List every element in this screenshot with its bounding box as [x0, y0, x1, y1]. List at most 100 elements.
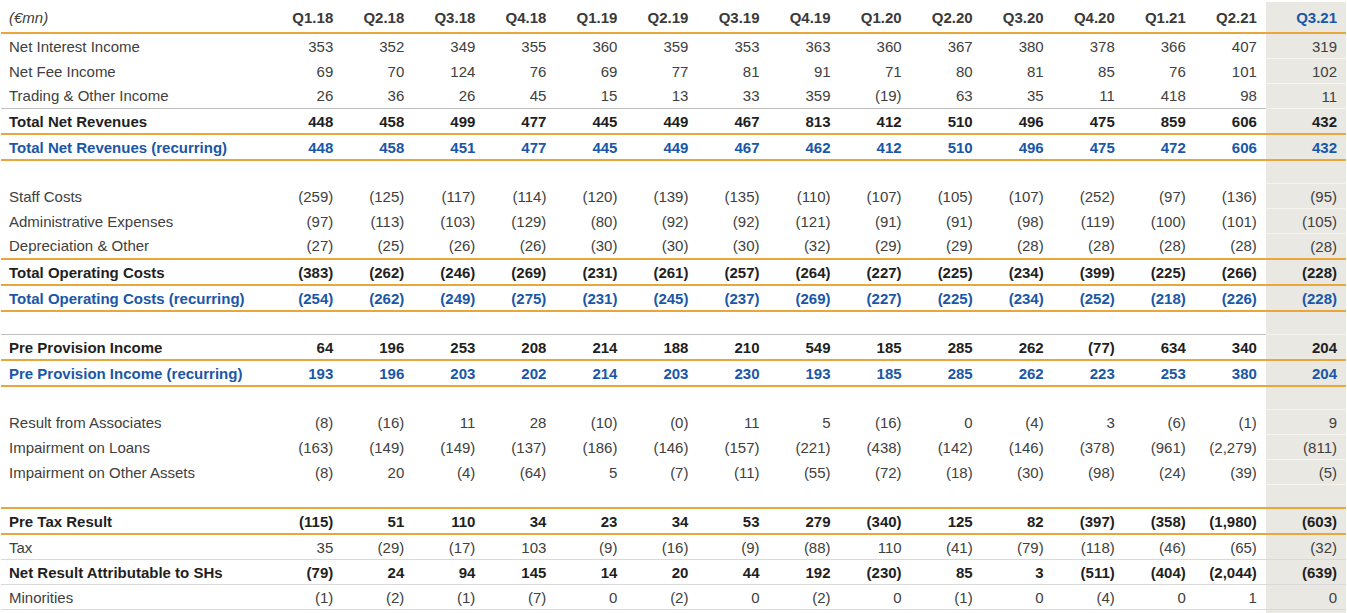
cell: (221) — [769, 435, 840, 460]
spacer-cell — [1053, 386, 1124, 410]
spacer-cell — [1266, 160, 1346, 184]
spacer-cell — [1124, 311, 1195, 335]
row-label: Net Result Attributable to SHs — [1, 560, 271, 585]
cell: 477 — [484, 109, 555, 135]
cell: 449 — [626, 134, 697, 160]
cell: 214 — [555, 360, 626, 386]
cell: (16) — [840, 410, 911, 435]
cell: 85 — [911, 560, 982, 585]
cell: (30) — [697, 234, 768, 260]
cell: (117) — [413, 184, 484, 209]
cell: 445 — [555, 109, 626, 135]
cell: 1 — [626, 610, 697, 613]
spacer-cell — [769, 160, 840, 184]
spacer-cell — [484, 160, 555, 184]
cell: 0 — [911, 410, 982, 435]
spacer-cell — [697, 160, 768, 184]
cell: 285 — [911, 360, 982, 386]
row-label: Impairment on Loans — [1, 435, 271, 460]
cell: 204 — [1266, 335, 1346, 361]
cell: 262 — [982, 335, 1053, 361]
spacer-cell — [271, 386, 342, 410]
spacer-cell — [911, 160, 982, 184]
table-row: Pre Tax Result(115)5111034233453279(340)… — [1, 508, 1346, 534]
cell: 208 — [484, 335, 555, 361]
column-header: Q2.19 — [626, 2, 697, 33]
cell: (249) — [413, 285, 484, 311]
spacer-cell — [271, 311, 342, 335]
column-header: Q4.18 — [484, 2, 555, 33]
table-row: Net Fee Income69701247669778191718081857… — [1, 59, 1346, 84]
cell: 0 — [1266, 585, 1346, 610]
cell: (91) — [911, 209, 982, 234]
cell: 94 — [413, 560, 484, 585]
cell: 14 — [555, 560, 626, 585]
cell: 253 — [413, 335, 484, 361]
spacer-cell — [626, 160, 697, 184]
cell: (3) — [1266, 610, 1346, 613]
cell: 3 — [982, 560, 1053, 585]
spacer-cell — [697, 311, 768, 335]
cell: 0 — [555, 585, 626, 610]
cell: (114) — [484, 184, 555, 209]
cell: 340 — [1195, 335, 1266, 361]
cell: (340) — [840, 508, 911, 534]
cell: (64) — [484, 460, 555, 485]
spacer-cell — [1195, 311, 1266, 335]
spacer-cell — [1195, 386, 1266, 410]
cell: 124 — [413, 59, 484, 84]
spacer-cell — [911, 386, 982, 410]
spacer-cell — [840, 311, 911, 335]
cell: 193 — [769, 360, 840, 386]
cell: (107) — [840, 184, 911, 209]
spacer-cell — [1124, 160, 1195, 184]
cell: (225) — [911, 259, 982, 285]
cell: 204 — [1266, 360, 1346, 386]
column-header: Q4.19 — [769, 2, 840, 33]
row-label: Pre Provision Income — [1, 335, 271, 361]
cell: (225) — [1124, 259, 1195, 285]
cell: 467 — [697, 134, 768, 160]
column-header: Q1.18 — [271, 2, 342, 33]
cell: (6) — [1124, 410, 1195, 435]
cell: (1) — [271, 585, 342, 610]
cell: 44 — [697, 560, 768, 585]
cell: 145 — [484, 560, 555, 585]
cell: (7) — [626, 460, 697, 485]
cell: (511) — [1053, 560, 1124, 585]
row-label: Administrative Expenses — [1, 209, 271, 234]
table-row: Net Result Attributable to SHs(79)249414… — [1, 560, 1346, 585]
cell: (26) — [484, 234, 555, 260]
spacer-cell — [413, 485, 484, 509]
spacer-cell — [1124, 386, 1195, 410]
unit-label: (€mn) — [1, 2, 271, 33]
spacer-cell — [1, 485, 271, 509]
row-label: Total Operating Costs (recurring) — [1, 285, 271, 311]
cell: (113) — [342, 209, 413, 234]
cell: (231) — [555, 259, 626, 285]
cell: 11 — [413, 410, 484, 435]
cell: (103) — [413, 209, 484, 234]
cell: (120) — [555, 184, 626, 209]
cell: 285 — [911, 335, 982, 361]
spacer-cell — [1195, 485, 1266, 509]
table-row: Discontinued Operations Result(3)(310)(2… — [1, 610, 1346, 613]
cell: (97) — [271, 209, 342, 234]
cell: (8) — [271, 460, 342, 485]
cell: (149) — [342, 435, 413, 460]
cell: 71 — [840, 59, 911, 84]
spacer-cell — [982, 485, 1053, 509]
cell: 110 — [840, 534, 911, 560]
cell: (404) — [1124, 560, 1195, 585]
cell: (2) — [911, 610, 982, 613]
row-label: Result from Associates — [1, 410, 271, 435]
cell: (30) — [626, 234, 697, 260]
cell: (228) — [1266, 285, 1346, 311]
spacer-cell — [840, 160, 911, 184]
cell: (261) — [626, 259, 697, 285]
table-row: Total Net Revenues (recurring)4484584514… — [1, 134, 1346, 160]
cell: 210 — [697, 335, 768, 361]
cell: 76 — [484, 59, 555, 84]
cell: 634 — [1124, 335, 1195, 361]
spacer-cell — [769, 386, 840, 410]
